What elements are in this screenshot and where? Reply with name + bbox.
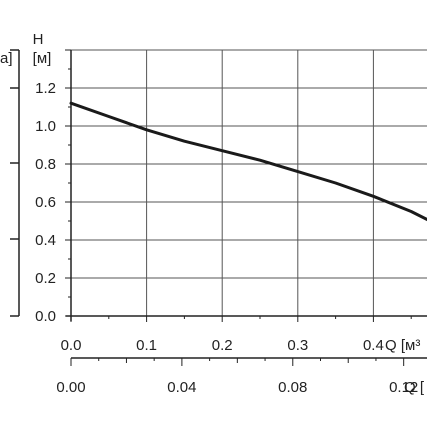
x-tick-label: 0.2 bbox=[212, 337, 233, 354]
y-axis-unit: [м] bbox=[33, 50, 52, 67]
pump-curve-line bbox=[69, 101, 427, 222]
secondary-x-tick-label: 0.04 bbox=[167, 379, 196, 396]
series-layer bbox=[69, 101, 427, 222]
secondary-x-tick-label: 0.12 bbox=[389, 379, 418, 396]
y-tick-label: 0.4 bbox=[35, 232, 56, 249]
x-axis-title-primary: Q [м³ bbox=[385, 337, 420, 354]
y-tick-label: 0.2 bbox=[35, 270, 56, 287]
left-secondary-unit: а] bbox=[0, 50, 13, 67]
secondary-x-tick-label: 0.08 bbox=[278, 379, 307, 396]
x-tick-label: 0.3 bbox=[287, 337, 308, 354]
x-tick-label: 0.0 bbox=[61, 337, 82, 354]
secondary-x-tick-label: 0.00 bbox=[56, 379, 85, 396]
y-axis-title: H bbox=[33, 31, 44, 48]
y-tick-label: 1.0 bbox=[35, 118, 56, 135]
x-tick-label: 0.1 bbox=[136, 337, 157, 354]
y-tick-label: 0.8 bbox=[35, 156, 56, 173]
y-tick-label: 1.2 bbox=[35, 80, 56, 97]
x-axis-title-secondary: Q [ bbox=[404, 379, 425, 396]
tick-labels: 0.0 0.2 0.4 0.6 0.8 1.0 1.2 0.0 0.1 0.2 0.3 0.4 0.00… bbox=[35, 80, 418, 396]
x-tick-label: 0.4 bbox=[363, 337, 384, 354]
y-tick-label: 0.0 bbox=[35, 308, 56, 325]
axes bbox=[10, 49, 427, 366]
grid-lines bbox=[71, 49, 427, 316]
y-tick-label: 0.6 bbox=[35, 194, 56, 211]
